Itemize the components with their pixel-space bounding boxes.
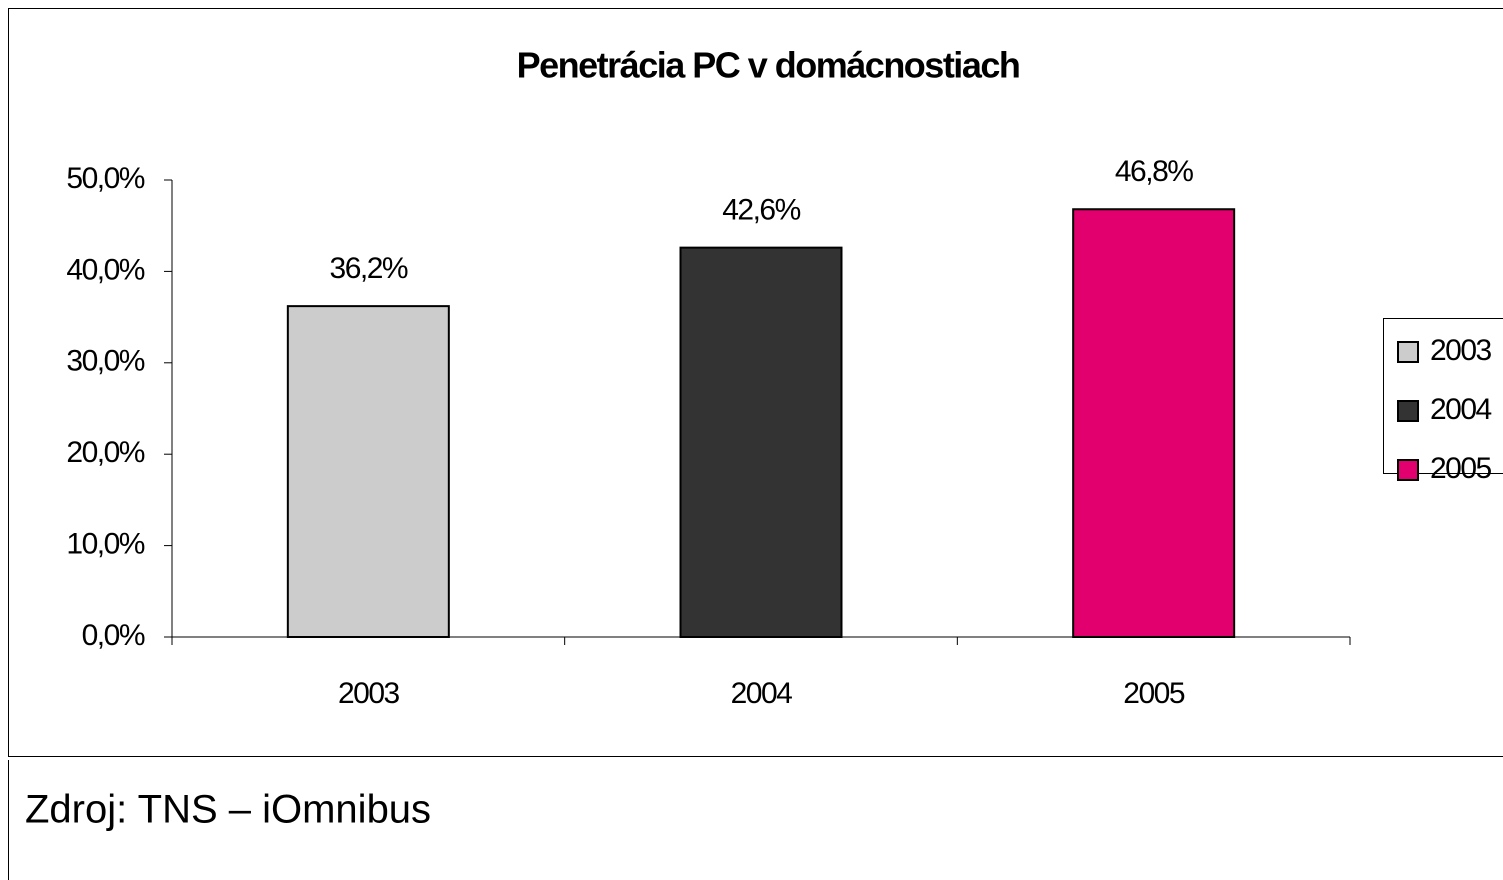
y-tick-label: 0,0% (82, 619, 145, 652)
x-tick-label: 2005 (1123, 677, 1185, 710)
legend-swatch (1397, 459, 1419, 481)
x-tick-label: 2003 (338, 677, 400, 710)
y-tick-label: 40,0% (66, 253, 144, 286)
chart-title: Penetrácia PC v domácnostiach (517, 45, 1020, 86)
legend-swatch (1397, 400, 1419, 422)
source-note: Zdroj: TNS – iOmnibus (25, 788, 431, 832)
data-label: 42,6% (722, 194, 800, 227)
legend-label: 2004 (1430, 393, 1492, 426)
bar (1072, 208, 1236, 639)
legend-label: 2005 (1430, 452, 1492, 485)
legend-swatch (1397, 341, 1419, 363)
bar (679, 246, 843, 639)
legend-label: 2003 (1430, 334, 1492, 367)
y-tick-label: 30,0% (66, 345, 144, 378)
y-tick-label: 50,0% (66, 162, 144, 195)
data-label: 36,2% (330, 252, 408, 285)
y-tick-label: 20,0% (66, 436, 144, 469)
data-label: 46,8% (1115, 155, 1193, 188)
bar (286, 305, 450, 638)
legend-box (1383, 318, 1503, 474)
x-tick-label: 2004 (731, 677, 793, 710)
y-tick-label: 10,0% (66, 528, 144, 561)
chart-frame (8, 8, 1503, 757)
